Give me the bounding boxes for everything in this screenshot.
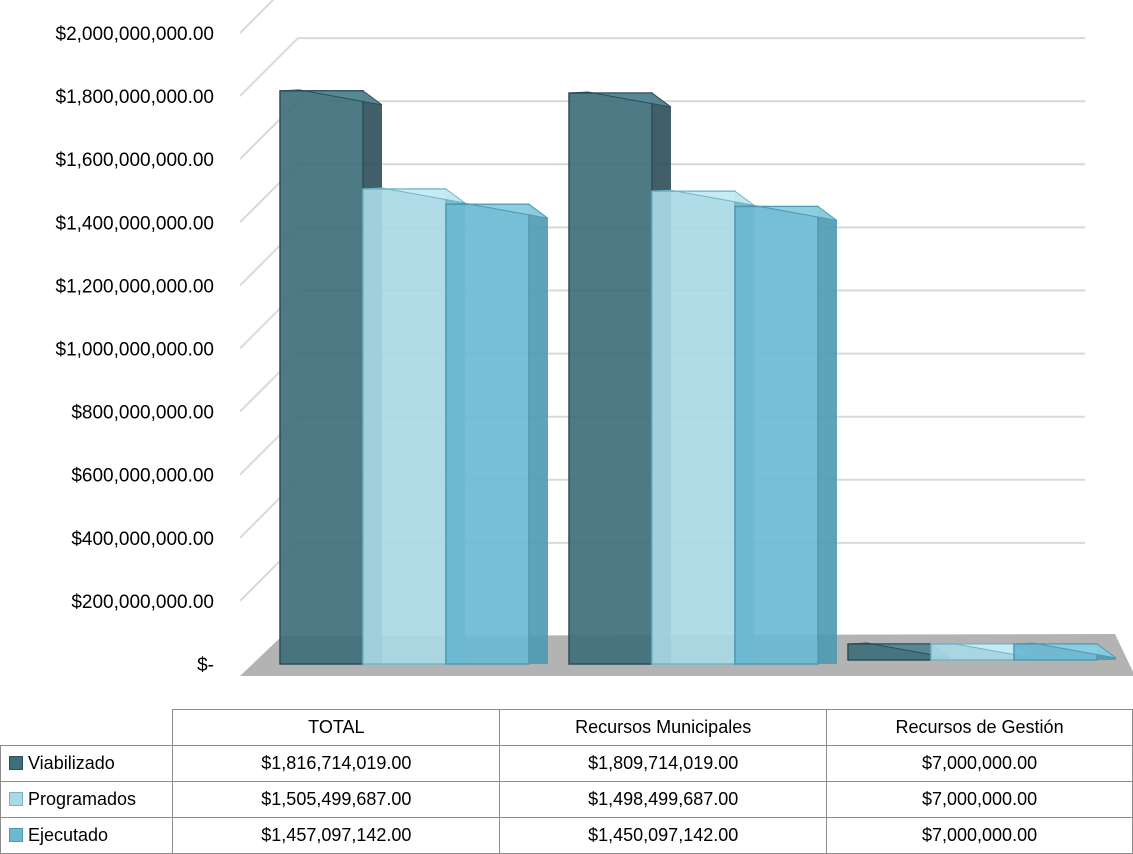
bar-top: [445, 202, 549, 219]
bar-top: [734, 204, 838, 221]
category-header-row: TOTAL Recursos Municipales Recursos de G…: [0, 709, 1133, 746]
data-label: $7,000,000.00: [826, 781, 1133, 818]
category-label: Recursos de Gestión: [826, 709, 1133, 746]
bar-front: [734, 205, 819, 665]
table-corner: [0, 709, 174, 746]
table-row: Viabilizado $1,816,714,019.00 $1,809,714…: [0, 745, 1133, 782]
y-tick-label: $400,000,000.00: [71, 529, 214, 550]
bar-front: [651, 190, 736, 665]
y-tick-label: $2,000,000,000.00: [56, 24, 215, 45]
gridline: [239, 0, 275, 34]
legend-swatch: [9, 792, 23, 806]
legend-swatch: [9, 756, 23, 770]
series-name: Ejecutado: [28, 825, 109, 845]
y-tick-label: $600,000,000.00: [71, 466, 214, 487]
bar-front: [362, 188, 447, 665]
y-tick-label: $1,200,000,000.00: [56, 276, 215, 297]
bar-chart: $- $200,000,000.00 $400,000,000.00 $600,000…: [56, 0, 1133, 676]
data-label: $1,498,499,687.00: [499, 781, 828, 818]
y-tick-label: $800,000,000.00: [71, 403, 214, 424]
bar-top: [568, 91, 672, 108]
data-label: $7,000,000.00: [826, 745, 1133, 782]
bar-side: [529, 204, 548, 664]
y-tick-label: $1,000,000,000.00: [56, 340, 215, 361]
data-label: $1,809,714,019.00: [499, 745, 828, 782]
bar-front: [445, 203, 530, 665]
data-label: $1,457,097,142.00: [172, 817, 501, 854]
legend-entry: Programados: [0, 781, 174, 818]
legend-entry: Ejecutado: [0, 817, 174, 854]
bar-side: [818, 206, 837, 664]
series-name: Programados: [28, 789, 137, 809]
table-row: Programados $1,505,499,687.00 $1,498,499…: [0, 781, 1133, 818]
y-tick-label: $200,000,000.00: [71, 592, 214, 613]
bar-top: [279, 89, 383, 106]
series-name: Viabilizado: [28, 753, 115, 773]
y-tick-label: $1,400,000,000.00: [56, 213, 215, 234]
bar: [734, 204, 838, 665]
bar-top: [1013, 642, 1117, 659]
gridline: [239, 37, 1085, 97]
legend-entry: Viabilizado: [0, 745, 174, 782]
y-tick-label: $-: [197, 655, 214, 676]
data-label: $1,450,097,142.00: [499, 817, 828, 854]
data-label: $1,505,499,687.00: [172, 781, 501, 818]
table-row: Ejecutado $1,457,097,142.00 $1,450,097,1…: [0, 817, 1133, 854]
legend-swatch: [9, 828, 23, 842]
y-tick-label: $1,800,000,000.00: [56, 87, 215, 108]
bar-front: [279, 90, 364, 665]
data-label: $7,000,000.00: [826, 817, 1133, 854]
category-label: TOTAL: [172, 709, 501, 746]
bar: [1013, 642, 1117, 661]
bar-front: [568, 92, 653, 665]
bar: [445, 202, 549, 665]
data-label: $1,816,714,019.00: [172, 745, 501, 782]
y-tick-label: $1,600,000,000.00: [56, 150, 215, 171]
chart-data-table: TOTAL Recursos Municipales Recursos de G…: [0, 709, 1133, 854]
category-label: Recursos Municipales: [499, 709, 828, 746]
